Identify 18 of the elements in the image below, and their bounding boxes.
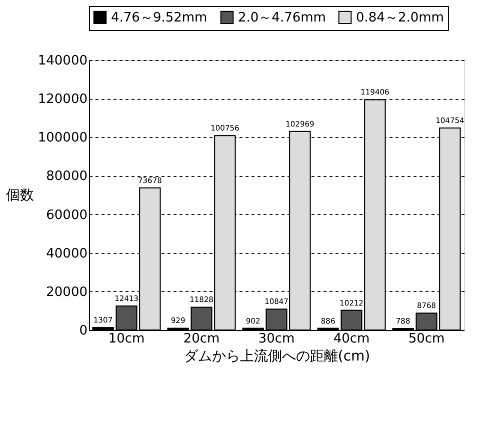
legend-label: 4.76～9.52mm <box>111 10 208 26</box>
legend-label: 0.84～2.0mm <box>356 10 444 26</box>
x-tick-label: 50cm <box>408 332 445 346</box>
y-axis-title: 個数 <box>6 188 34 204</box>
y-tick-label: 40000 <box>46 246 88 262</box>
y-tick-label: 20000 <box>46 284 88 300</box>
x-tick-label: 30cm <box>258 332 295 346</box>
legend-label: 2.0～4.76mm <box>238 10 326 26</box>
y-tick-label: 0 <box>79 324 88 338</box>
y-tick-label: 60000 <box>46 208 88 223</box>
y-tick-label: 120000 <box>38 92 88 108</box>
x-tick-label: 10cm <box>108 332 145 346</box>
y-tick-label: 140000 <box>38 54 88 68</box>
y-tick-label: 100000 <box>38 130 88 146</box>
x-tick-label: 20cm <box>183 332 220 346</box>
y-tick-label: 80000 <box>46 169 88 184</box>
x-axis-title: ダムから上流側への距離(cm) <box>184 348 370 364</box>
x-tick-label: 40cm <box>333 332 370 346</box>
